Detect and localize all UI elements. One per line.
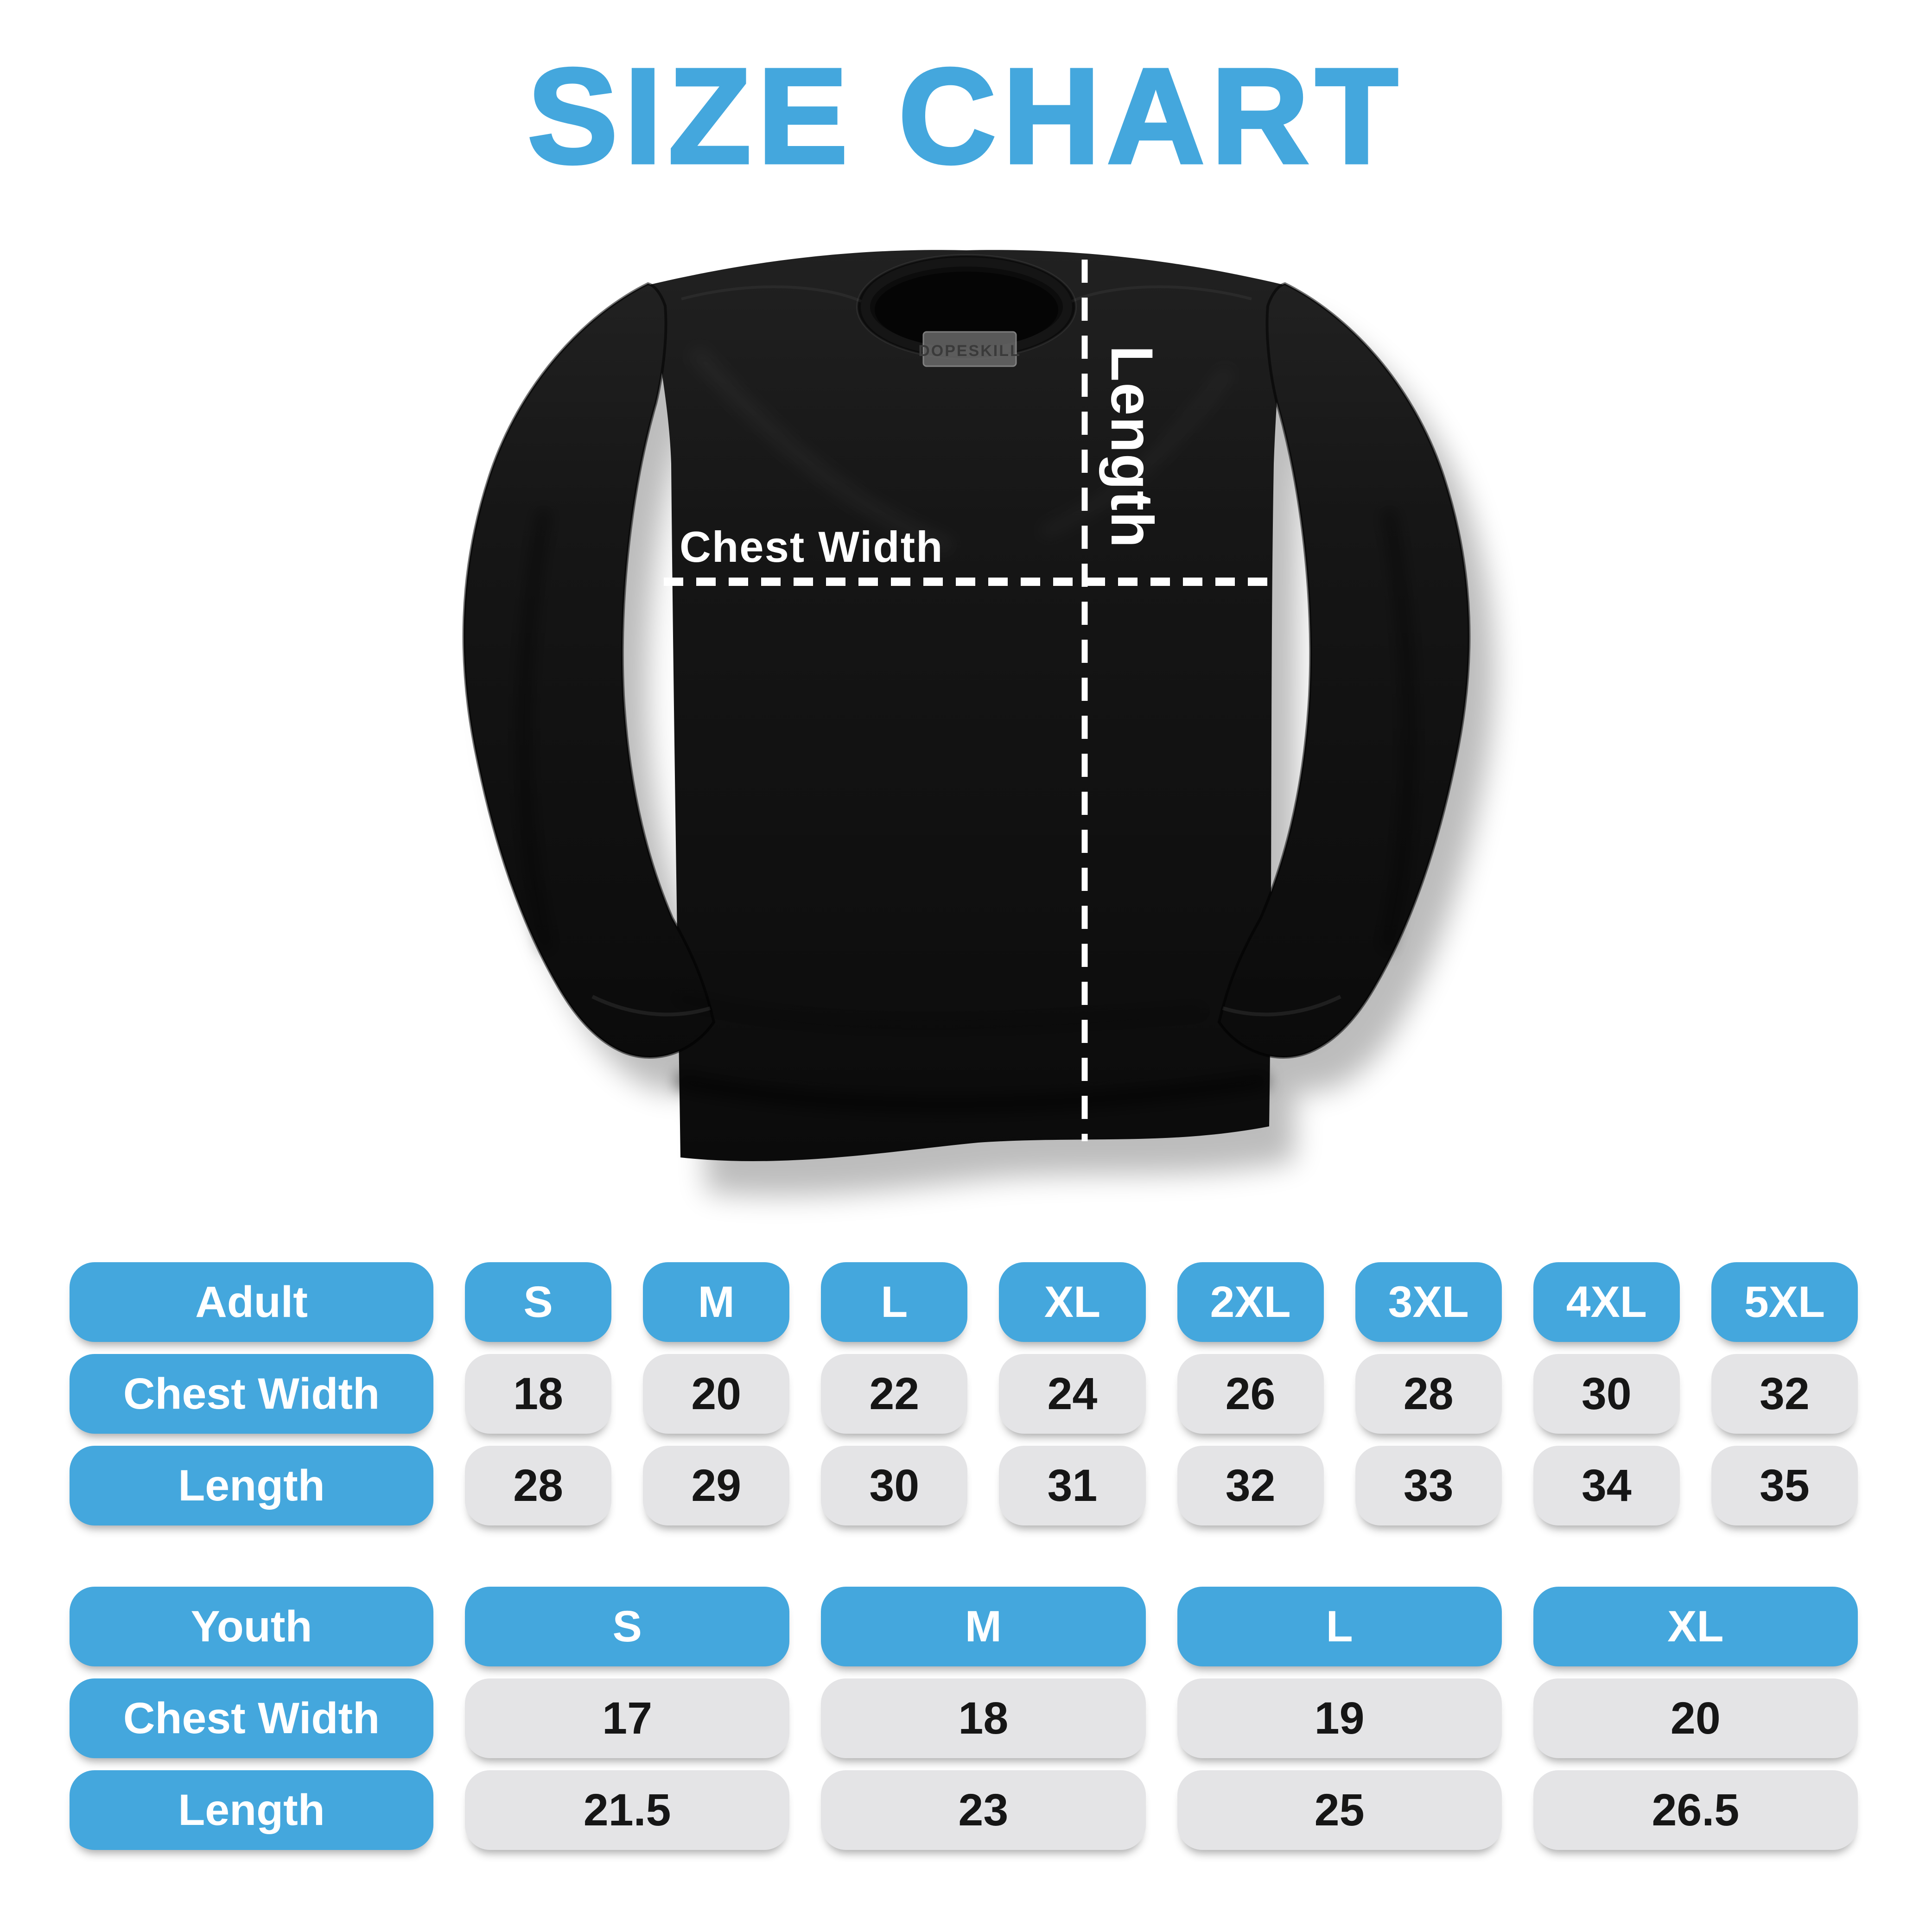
row-label-pill: Chest Width: [70, 1678, 433, 1758]
table-corner-pill: Youth: [70, 1587, 433, 1666]
size-header-pill: M: [821, 1587, 1146, 1666]
value-pill: 32: [1711, 1354, 1858, 1434]
size-header-pill: 4XL: [1533, 1262, 1680, 1342]
value-pill: 18: [465, 1354, 612, 1434]
value-pill: 20: [643, 1354, 790, 1434]
table-corner-pill: Adult: [70, 1262, 433, 1342]
right-shoulder-seam: [1071, 285, 1252, 303]
size-header-pill: S: [465, 1587, 790, 1666]
value-pill: 26: [1177, 1354, 1324, 1434]
size-tables: Adult S M L XL 2XL 3XL 4XL 5XL Chest Width 18 20 22 2…: [70, 1262, 1858, 1850]
value-pill: 26.5: [1533, 1770, 1858, 1850]
tshirt-image: DOPESKILL: [464, 250, 1469, 1162]
youth-size-table: Youth S M L XL Chest Width 17 18 19 20 Length 21.5 2…: [70, 1587, 1858, 1850]
value-pill: 24: [999, 1354, 1146, 1434]
brand-tag: DOPESKILL: [918, 331, 1021, 367]
value-pill: 29: [643, 1446, 790, 1525]
value-pill: 25: [1177, 1770, 1502, 1850]
size-header-pill: M: [643, 1262, 790, 1342]
size-header-pill: XL: [999, 1262, 1146, 1342]
value-pill: 32: [1177, 1446, 1324, 1525]
size-header-pill: S: [465, 1262, 612, 1342]
page-title: SIZE CHART: [526, 40, 1405, 191]
value-pill: 21.5: [465, 1770, 790, 1850]
value-pill: 20: [1533, 1678, 1858, 1758]
length-label: Length: [1099, 345, 1165, 549]
left-shoulder-seam: [681, 285, 862, 303]
size-header-pill: XL: [1533, 1587, 1858, 1666]
fabric-creases: [518, 348, 1415, 1113]
value-pill: 19: [1177, 1678, 1502, 1758]
size-header-pill: L: [821, 1262, 968, 1342]
brand-tag-text: DOPESKILL: [918, 342, 1021, 360]
value-pill: 31: [999, 1446, 1146, 1525]
value-pill: 17: [465, 1678, 790, 1758]
value-pill: 22: [821, 1354, 968, 1434]
value-pill: 23: [821, 1770, 1146, 1850]
value-pill: 35: [1711, 1446, 1858, 1525]
row-label-pill: Chest Width: [70, 1354, 433, 1434]
adult-size-table: Adult S M L XL 2XL 3XL 4XL 5XL Chest Width 18 20 22 2…: [70, 1262, 1858, 1525]
value-pill: 30: [1533, 1354, 1680, 1434]
value-pill: 28: [465, 1446, 612, 1525]
row-label-pill: Length: [70, 1446, 433, 1525]
right-cuff-seam: [1222, 995, 1341, 1017]
size-header-pill: 2XL: [1177, 1262, 1324, 1342]
value-pill: 28: [1355, 1354, 1502, 1434]
size-header-pill: L: [1177, 1587, 1502, 1666]
value-pill: 33: [1355, 1446, 1502, 1525]
chest-width-label: Chest Width: [680, 522, 943, 571]
value-pill: 34: [1533, 1446, 1680, 1525]
size-header-pill: 5XL: [1711, 1262, 1858, 1342]
measurement-overlay: Chest Width Length: [664, 260, 1274, 1141]
row-label-pill: Length: [70, 1770, 433, 1850]
value-pill: 18: [821, 1678, 1146, 1758]
left-cuff-seam: [591, 995, 711, 1017]
value-pill: 30: [821, 1446, 968, 1525]
size-header-pill: 3XL: [1355, 1262, 1502, 1342]
